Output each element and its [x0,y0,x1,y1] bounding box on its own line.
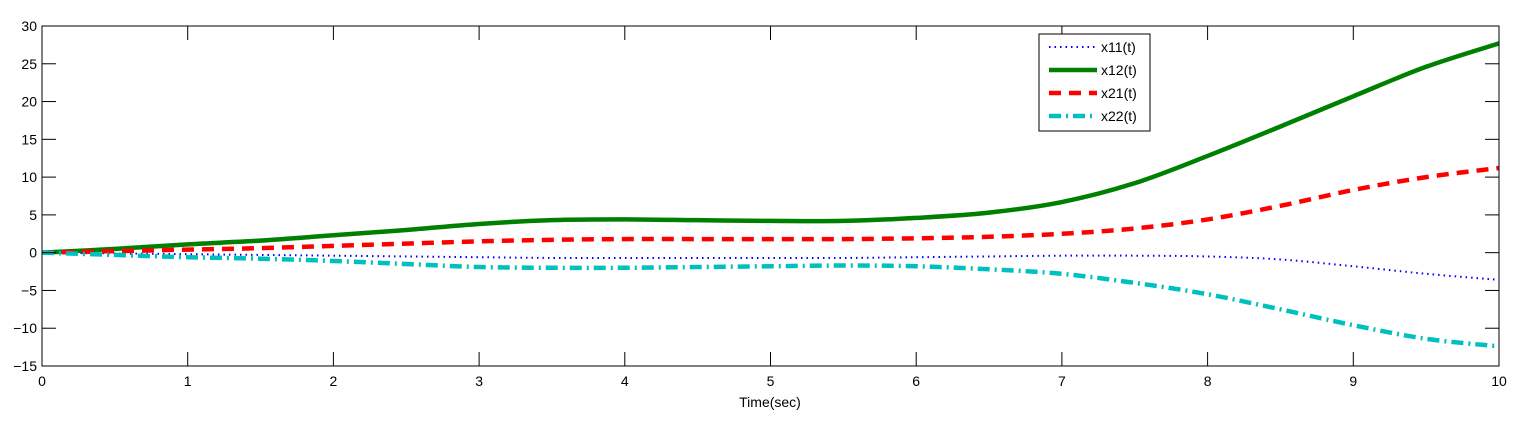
y-tick-label: 25 [21,56,37,72]
series-x12t-line [41,41,1500,255]
x-tick-label: 1 [184,373,192,389]
series-x11t-line [41,251,1500,281]
series-x21t-line [41,165,1500,255]
x-tick-label: 10 [1491,373,1507,389]
y-tick-label: −15 [13,358,37,374]
x-tick-label: 3 [475,373,483,389]
series-x22t-line [41,250,1500,349]
y-tick-label: 15 [21,131,37,147]
legend: x11(t) x12(t) x21(t) x22(t) [1038,33,1151,132]
y-tick-label: −5 [21,282,37,298]
legend-label: x21(t) [1101,85,1137,101]
x-axis-label: Time(sec) [739,394,801,410]
y-tick-label: −10 [13,320,37,336]
plot-curves [41,41,1500,349]
y-axis: 30 25 20 15 10 5 0 −5 −10 −15 [13,18,1499,374]
y-tick-label: 10 [21,169,37,185]
x-axis: 0 1 2 3 4 5 6 7 8 9 10 [38,26,1507,389]
x-tick-label: 7 [1058,373,1066,389]
x-tick-label: 8 [1204,373,1212,389]
x-tick-label: 6 [912,373,920,389]
plot-area-frame [41,25,1500,367]
x-tick-label: 5 [767,373,775,389]
y-tick-label: 20 [21,94,37,110]
x-tick-label: 9 [1349,373,1357,389]
x-tick-label: 2 [330,373,338,389]
x-tick-label: 0 [38,373,46,389]
y-tick-label: 30 [21,18,37,34]
legend-label: x22(t) [1101,108,1137,124]
legend-label: x12(t) [1101,62,1137,78]
legend-label: x11(t) [1101,39,1136,55]
x-tick-label: 4 [621,373,629,389]
y-tick-label: 5 [29,207,37,223]
y-tick-label: 0 [29,245,37,261]
